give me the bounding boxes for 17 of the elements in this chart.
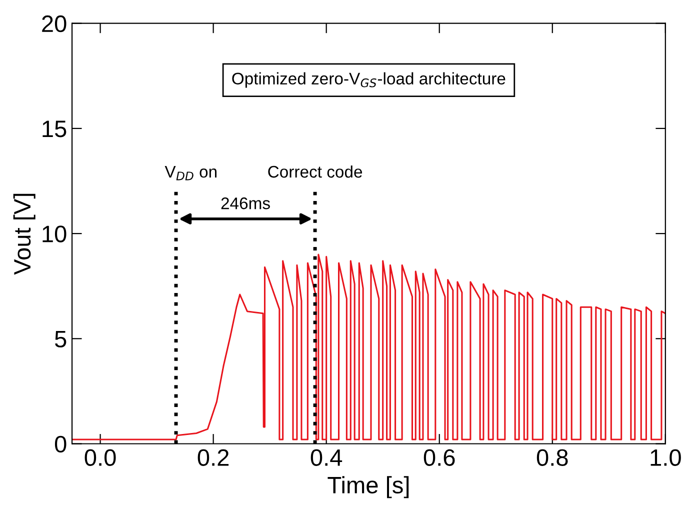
x-tick-label: 0.2	[198, 449, 229, 466]
x-tick-label: 0.4	[310, 449, 342, 466]
y-tick-label: 15	[42, 120, 66, 138]
x-axis-title: Time [s]	[328, 476, 409, 498]
y-tick-label: 5	[54, 330, 66, 348]
x-tick-label: 0.6	[424, 449, 455, 466]
y-tick-label: 0	[54, 436, 66, 453]
annotation: 246ms	[221, 197, 270, 210]
y-tick-label: 10	[42, 226, 66, 242]
x-tick-label: 0.8	[536, 449, 568, 466]
ref-line-label: Correct code	[268, 165, 362, 178]
annotation: Optimized zero-V$_{GS}$-load architecture	[232, 72, 506, 88]
y-axis-title: Vout [V]	[13, 194, 36, 275]
ref-line-label: V$_{DD}$ on	[164, 166, 216, 180]
x-tick-label: 0.0	[84, 449, 116, 466]
x-tick-label: 1.0	[650, 449, 681, 466]
y-tick-label: 20	[42, 15, 66, 32]
